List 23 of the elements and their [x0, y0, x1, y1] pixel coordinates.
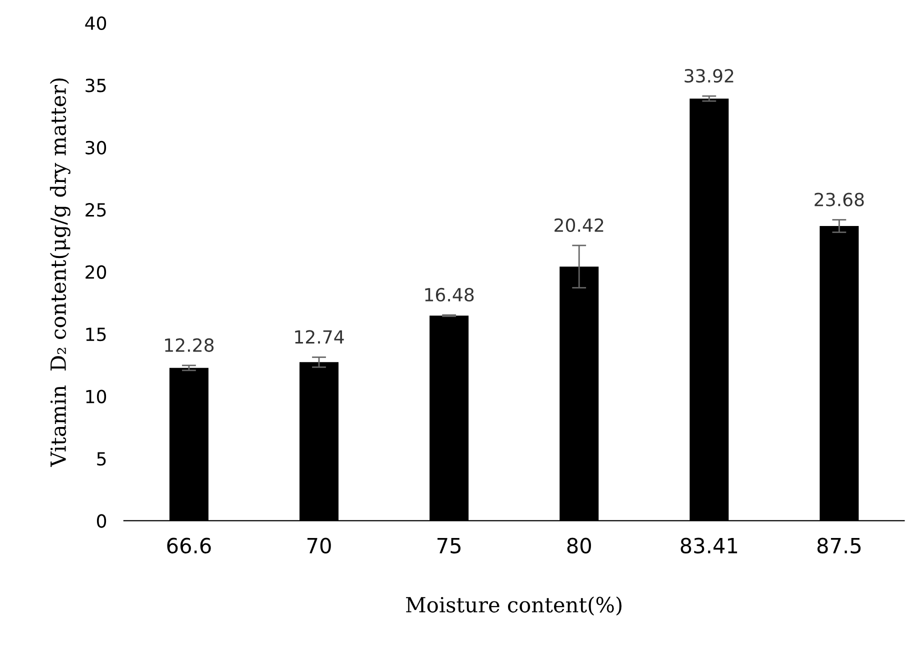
y-tick-label: 10 [86, 390, 106, 404]
y-tick-label: 25 [86, 203, 106, 217]
data-label: 20.42 [554, 218, 604, 232]
x-tick-label: 87.5 [817, 538, 861, 554]
y-tick-label: 5 [97, 452, 106, 466]
y-tick-label: 40 [85, 16, 106, 30]
y-tick-label: 0 [96, 514, 106, 528]
x-tick-label: 66.6 [167, 538, 211, 554]
data-label: 23.68 [814, 192, 864, 206]
y-axis-title: Vitamin D₂ content(μg/g dry matter) [50, 78, 70, 468]
y-tick-label: 35 [86, 78, 106, 92]
y-tick-label: 20 [86, 265, 106, 279]
x-tick-label: 70 [307, 538, 331, 554]
data-label: 12.28 [165, 338, 214, 352]
x-axis-title: Moisture content(%) [406, 596, 622, 616]
x-tick-label: 83.41 [680, 538, 738, 554]
x-tick-label: 80 [567, 538, 591, 554]
y-tick-label: 15 [86, 328, 106, 342]
y-tick-label: 30 [86, 140, 106, 154]
data-label: 33.92 [684, 68, 734, 83]
data-label: 12.74 [295, 330, 344, 344]
data-label: 16.48 [425, 288, 474, 302]
x-tick-label: 75 [438, 538, 460, 554]
